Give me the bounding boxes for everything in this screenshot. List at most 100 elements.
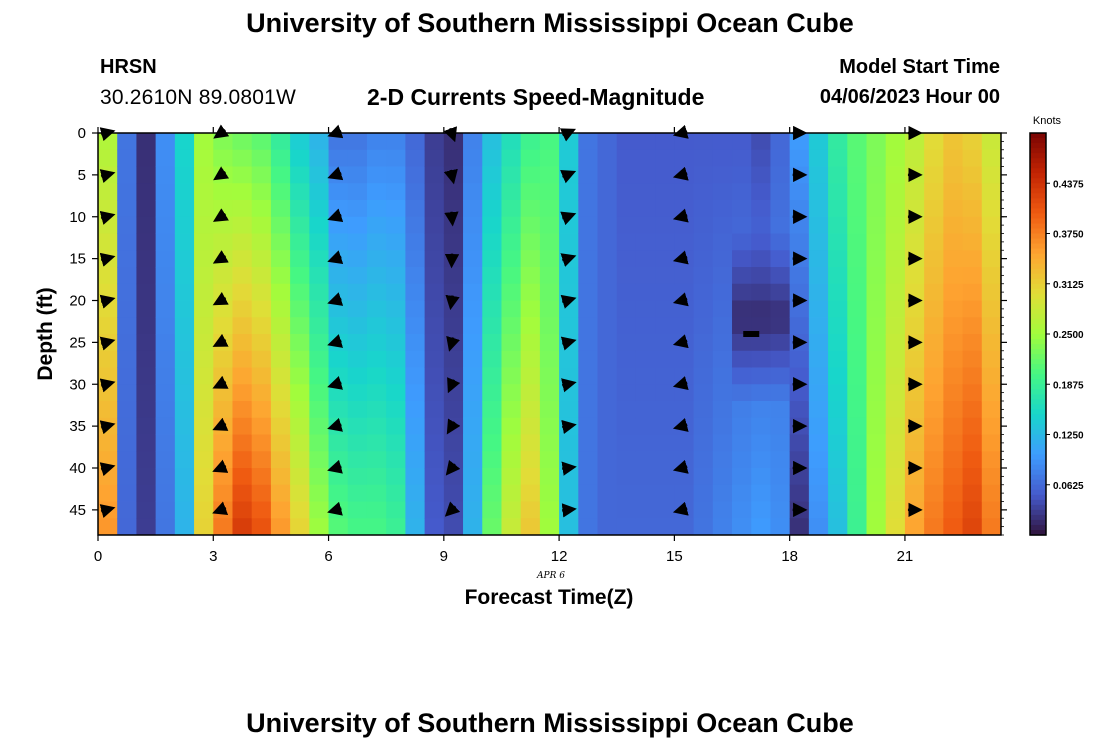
heatmap-cell bbox=[943, 501, 964, 519]
heatmap-cell bbox=[962, 367, 983, 385]
heatmap-cell bbox=[136, 417, 157, 435]
current-vector bbox=[212, 501, 229, 515]
heatmap-cell bbox=[328, 300, 349, 318]
heatmap-cell bbox=[674, 518, 695, 536]
heatmap-cell bbox=[232, 518, 253, 536]
heatmap-cell bbox=[270, 417, 291, 435]
current-vector bbox=[672, 334, 689, 349]
heatmap-cell bbox=[251, 149, 272, 167]
chart-title: University of Southern Mississippi Ocean… bbox=[246, 8, 854, 38]
heatmap-cell bbox=[751, 334, 771, 352]
heatmap-cell bbox=[885, 434, 906, 452]
heatmap-cell bbox=[866, 401, 887, 419]
heatmap-cell bbox=[155, 518, 176, 536]
heatmap-cell bbox=[501, 317, 522, 335]
heatmap-cell bbox=[463, 334, 483, 352]
heatmap-cell bbox=[232, 401, 253, 419]
heatmap-cell bbox=[693, 183, 714, 201]
heatmap-cell bbox=[904, 233, 925, 251]
heatmap-cell bbox=[924, 166, 944, 184]
heatmap-cell bbox=[635, 183, 656, 201]
heatmap-cell bbox=[424, 384, 445, 402]
current-vector bbox=[561, 378, 577, 393]
heatmap-cell bbox=[174, 434, 195, 452]
colorbar-tick-label: 0.3750 bbox=[1053, 230, 1084, 241]
heatmap-cell bbox=[386, 317, 406, 335]
heatmap-cell bbox=[366, 518, 387, 536]
heatmap-cell bbox=[616, 233, 637, 251]
heatmap-cell bbox=[943, 216, 964, 234]
heatmap-cell bbox=[482, 216, 502, 234]
heatmap-cell bbox=[904, 484, 925, 502]
heatmap-cell bbox=[424, 250, 445, 268]
heatmap-cell bbox=[597, 451, 618, 469]
heatmap-cell bbox=[501, 367, 522, 385]
heatmap-cell bbox=[751, 133, 771, 151]
heatmap-cell bbox=[578, 267, 599, 285]
heatmap-cell bbox=[828, 166, 848, 184]
y-tick-label: 25 bbox=[69, 334, 86, 351]
heatmap-cell bbox=[828, 267, 848, 285]
heatmap-cell bbox=[270, 484, 291, 502]
heatmap-cell bbox=[443, 183, 464, 201]
heatmap-cell bbox=[290, 384, 310, 402]
heatmap-cell bbox=[866, 200, 887, 218]
heatmap-cell bbox=[789, 317, 810, 335]
current-vector bbox=[99, 378, 116, 393]
heatmap-cell bbox=[732, 267, 752, 285]
heatmap-cell bbox=[328, 216, 349, 234]
heatmap-cell bbox=[962, 149, 983, 167]
current-vector bbox=[444, 501, 461, 517]
heatmap-cell bbox=[155, 300, 176, 318]
heatmap-cell bbox=[251, 267, 272, 285]
colorbar-swatch bbox=[1030, 148, 1046, 154]
heatmap-cell bbox=[559, 183, 579, 201]
heatmap-cell bbox=[981, 133, 1002, 151]
colorbar-swatch bbox=[1030, 374, 1046, 380]
heatmap-cell bbox=[117, 267, 137, 285]
heatmap-cell bbox=[213, 434, 233, 452]
heatmap-cell bbox=[885, 417, 906, 435]
heatmap-cell bbox=[194, 334, 214, 352]
heatmap-cell bbox=[520, 317, 541, 335]
heatmap-cell bbox=[386, 216, 406, 234]
heatmap-cell bbox=[98, 283, 118, 301]
heatmap-cell bbox=[770, 149, 791, 167]
heatmap-cell bbox=[847, 267, 868, 285]
heatmap-cell bbox=[578, 518, 599, 536]
heatmap-cell bbox=[770, 367, 791, 385]
heatmap-cell bbox=[270, 317, 291, 335]
heatmap-cell bbox=[366, 300, 387, 318]
heatmap-cell bbox=[424, 216, 445, 234]
heatmap-cell bbox=[520, 283, 541, 301]
y-tick-label: 0 bbox=[78, 125, 86, 142]
x-axis-label: Forecast Time(Z) bbox=[465, 586, 634, 609]
heatmap-cell bbox=[751, 350, 771, 368]
heatmap-cell bbox=[578, 384, 599, 402]
heatmap-cell bbox=[501, 133, 522, 151]
heatmap-cell bbox=[597, 283, 618, 301]
heatmap-cell bbox=[828, 233, 848, 251]
heatmap-cell bbox=[789, 468, 810, 486]
heatmap-cell bbox=[693, 149, 714, 167]
heatmap-cell bbox=[943, 166, 964, 184]
heatmap-cell bbox=[751, 250, 771, 268]
heatmap-cell bbox=[539, 183, 560, 201]
heatmap-cell bbox=[328, 350, 349, 368]
heatmap-cell bbox=[616, 518, 637, 536]
heatmap-cell bbox=[943, 250, 964, 268]
heatmap-cell bbox=[213, 518, 233, 536]
heatmap-cell bbox=[251, 350, 272, 368]
heatmap-cell bbox=[751, 216, 771, 234]
heatmap-cell bbox=[847, 417, 868, 435]
heatmap-cell bbox=[962, 267, 983, 285]
heatmap-cell bbox=[616, 133, 637, 151]
heatmap-cell bbox=[405, 468, 426, 486]
heatmap-cell bbox=[828, 200, 848, 218]
heatmap-cell bbox=[213, 468, 233, 486]
chart-axes: 0 3 6 9 12 15 18 21 0 5 10 15 20 25 30 35 40 45 bbox=[69, 125, 1007, 565]
heatmap-cell bbox=[463, 468, 483, 486]
heatmap-cell bbox=[847, 283, 868, 301]
heatmap-cell bbox=[635, 166, 656, 184]
heatmap-cell bbox=[808, 250, 829, 268]
